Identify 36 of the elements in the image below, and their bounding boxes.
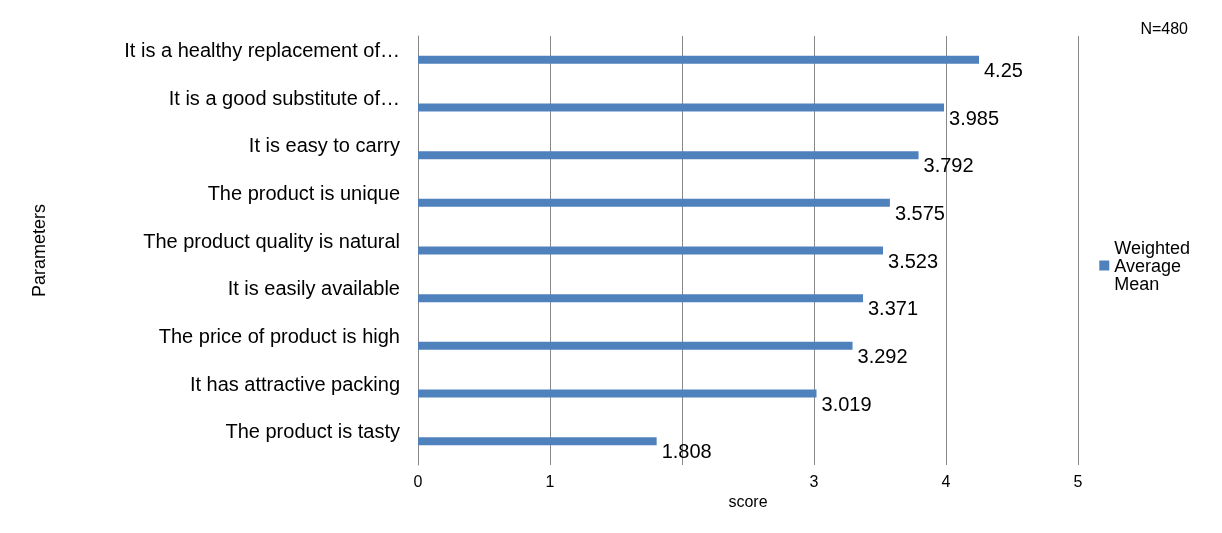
bar [418,198,890,207]
bar [418,341,853,350]
y-tick-label: The product is tasty [225,420,400,443]
y-tick-label: It is easily available [227,277,400,300]
data-label: 3.371 [867,297,919,320]
data-label: 3.019 [821,392,872,415]
data-label: 3.985 [949,106,1000,129]
data-label: 1.808 [661,440,712,463]
bar [418,389,817,398]
data-label: 3.292 [857,344,908,367]
data-label: 4.25 [984,58,1023,81]
x-tick-label: 4 [941,472,951,490]
bar [418,246,884,255]
bar [418,437,657,446]
y-axis-title: Parameters [29,203,49,298]
y-tick-label: It has attractive packing [189,372,400,395]
y-tick-label: It is easy to carry [248,134,400,157]
data-label: 3.523 [888,249,939,272]
y-tick-label: The price of product is high [158,324,400,347]
y-tick-label: The product quality is natural [143,229,400,252]
bar [418,103,945,112]
x-tick-label: 0 [413,472,423,490]
bar [418,294,863,303]
legend-label: Weighted Average Mean [1114,237,1195,294]
x-tick-label: 5 [1073,472,1083,490]
y-tick-label: The product is unique [207,181,400,204]
x-tick-label: 1 [545,472,555,490]
x-axis-title: score [728,493,768,511]
data-label: 3.792 [923,154,974,177]
bar [418,55,979,64]
data-label: 3.575 [894,201,945,224]
x-tick-label: 3 [809,472,819,490]
y-tick-label: It is a healthy replacement of… [124,38,400,61]
text: N=480 [1140,19,1189,37]
bar [418,151,919,160]
y-tick-label: It is a good substitute of… [168,86,400,109]
